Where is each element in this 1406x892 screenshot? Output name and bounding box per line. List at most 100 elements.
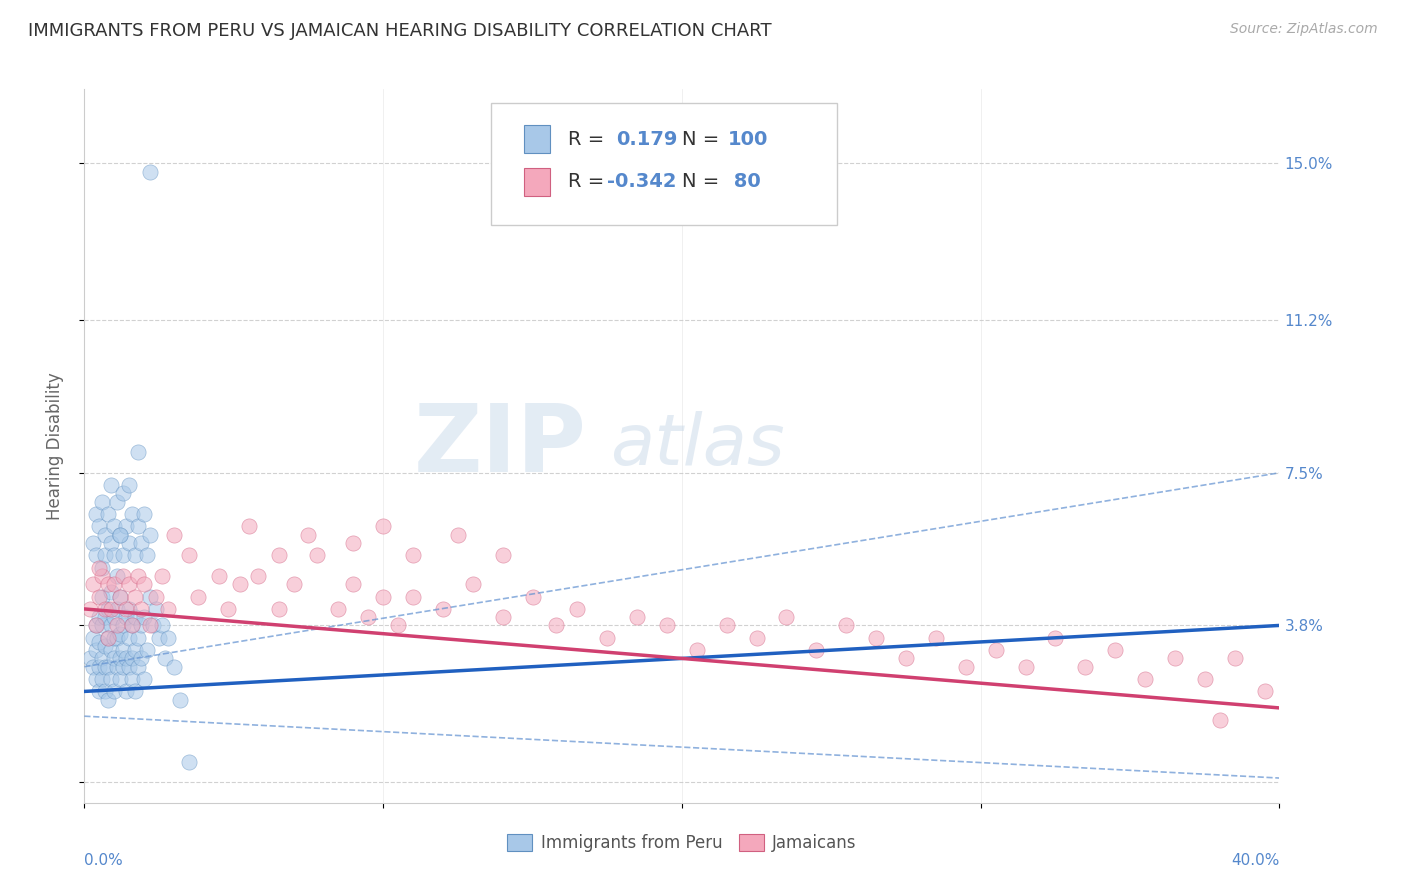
Point xyxy=(925,631,948,645)
Point xyxy=(342,536,364,550)
Point xyxy=(432,602,454,616)
Text: -0.342: -0.342 xyxy=(606,172,676,192)
Point xyxy=(103,577,125,591)
Point xyxy=(103,549,125,563)
Point xyxy=(307,549,329,563)
Point xyxy=(686,643,709,657)
Point xyxy=(447,527,470,541)
Point xyxy=(129,651,152,665)
Point xyxy=(1164,651,1187,665)
Point xyxy=(103,631,125,645)
Point xyxy=(136,549,159,563)
Point xyxy=(157,602,180,616)
Point xyxy=(132,577,156,591)
Point xyxy=(79,651,101,665)
Point xyxy=(115,651,138,665)
Bar xyxy=(524,125,551,153)
Text: 0.179: 0.179 xyxy=(616,129,678,149)
Point xyxy=(91,672,114,686)
Point xyxy=(402,549,425,563)
Point xyxy=(94,659,117,673)
Point xyxy=(127,519,149,533)
Point xyxy=(121,507,143,521)
Point xyxy=(121,618,143,632)
Point xyxy=(94,549,117,563)
Point xyxy=(402,590,425,604)
Text: atlas: atlas xyxy=(610,411,785,481)
Point xyxy=(91,618,114,632)
Point xyxy=(112,486,135,500)
Point xyxy=(124,610,146,624)
Point xyxy=(91,560,114,574)
Point xyxy=(124,643,146,657)
Point xyxy=(115,610,138,624)
Point xyxy=(79,602,101,616)
Point xyxy=(1209,714,1232,728)
Point xyxy=(596,631,619,645)
Point xyxy=(97,602,120,616)
Point xyxy=(82,536,104,550)
Point xyxy=(177,549,200,563)
Point xyxy=(82,577,104,591)
Point xyxy=(100,618,122,632)
Text: 0.0%: 0.0% xyxy=(84,853,124,868)
Point xyxy=(865,631,887,645)
Point xyxy=(775,610,797,624)
Point xyxy=(103,684,125,698)
Point xyxy=(283,577,305,591)
Point xyxy=(100,672,122,686)
Point xyxy=(89,610,111,624)
Legend: Immigrants from Peru, Jamaicans: Immigrants from Peru, Jamaicans xyxy=(501,827,863,859)
Point xyxy=(124,684,146,698)
Point xyxy=(148,631,170,645)
Point xyxy=(177,755,200,769)
Point xyxy=(118,659,141,673)
Text: N =: N = xyxy=(682,172,725,192)
Point xyxy=(716,618,738,632)
Point xyxy=(110,527,132,541)
Point xyxy=(127,445,149,459)
Point xyxy=(267,602,290,616)
Point xyxy=(110,590,132,604)
Point xyxy=(100,536,122,550)
Point xyxy=(136,643,159,657)
Point xyxy=(110,626,132,640)
Point xyxy=(955,659,977,673)
Point xyxy=(373,519,395,533)
Point xyxy=(129,618,152,632)
Point xyxy=(163,527,186,541)
Point xyxy=(97,577,120,591)
Point xyxy=(82,659,104,673)
Point xyxy=(139,164,162,178)
Point xyxy=(1104,643,1126,657)
Point xyxy=(100,643,122,657)
Point xyxy=(150,618,173,632)
Point xyxy=(297,527,319,541)
Text: ZIP: ZIP xyxy=(413,400,586,492)
Point xyxy=(121,618,143,632)
Point xyxy=(655,618,678,632)
Point xyxy=(169,692,191,706)
Point xyxy=(105,569,128,583)
FancyBboxPatch shape xyxy=(491,103,838,225)
Point xyxy=(91,590,114,604)
Point xyxy=(86,507,108,521)
Point xyxy=(100,478,122,492)
Point xyxy=(89,659,111,673)
Point xyxy=(82,631,104,645)
Point xyxy=(806,643,828,657)
Point xyxy=(86,672,108,686)
Text: IMMIGRANTS FROM PERU VS JAMAICAN HEARING DISABILITY CORRELATION CHART: IMMIGRANTS FROM PERU VS JAMAICAN HEARING… xyxy=(28,22,772,40)
Point xyxy=(103,519,125,533)
Text: R =: R = xyxy=(568,172,610,192)
Point xyxy=(129,602,152,616)
Point xyxy=(112,549,135,563)
Point xyxy=(139,527,162,541)
Point xyxy=(373,590,395,604)
Point xyxy=(89,519,111,533)
Point xyxy=(1074,659,1097,673)
Point xyxy=(228,577,252,591)
Point xyxy=(89,590,111,604)
Point xyxy=(115,684,138,698)
Point xyxy=(103,610,125,624)
